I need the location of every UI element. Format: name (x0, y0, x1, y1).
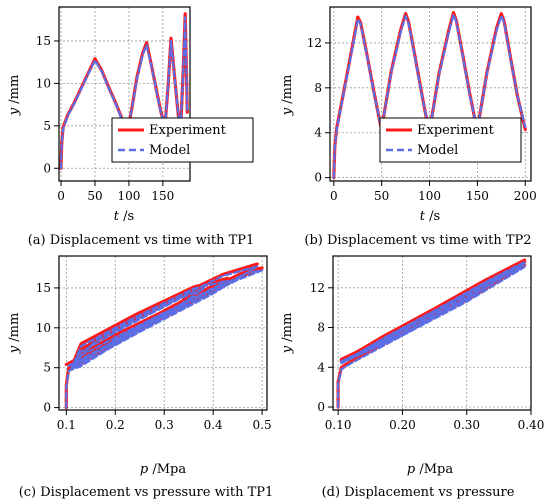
series-c (64, 262, 264, 410)
xtick-label-b: 100 (418, 189, 441, 203)
legend-label-model-a: Model (149, 143, 190, 158)
ticks-d: 0.10 0.20 0.30 0.40 0 4 8 12 (310, 281, 545, 432)
caption-d: (d) Displacement vs pressure (322, 485, 515, 500)
legend-b: Experiment Model (379, 117, 522, 163)
ticks-a: 0 50 100 150 0 5 10 15 (36, 34, 175, 203)
ytick-label-b: 12 (307, 36, 322, 50)
ytick-label-c: 15 (36, 281, 51, 295)
xtick-label-a: 50 (87, 189, 102, 203)
ytick-label-a: 10 (36, 76, 51, 90)
xtick-label-b: 0 (330, 189, 338, 203)
series-line-model-b (332, 13, 527, 179)
ytick-label-c: 0 (43, 401, 51, 415)
ytick-label-b: 0 (314, 171, 322, 185)
panel-c: 0.1 0.2 0.3 0.4 0.5 0 5 10 15 y /mm p /Mpa (c) D… (7, 255, 274, 500)
frame-a (58, 6, 191, 182)
legend-box-a (111, 117, 254, 163)
xtick-label-d: 0.30 (453, 418, 480, 432)
xtick-label-d: 0.10 (325, 418, 352, 432)
xtick-label-a: 0 (57, 189, 65, 203)
ytick-label-d: 8 (317, 321, 325, 335)
ytick-label-a: 0 (43, 161, 51, 175)
ytick-label-b: 8 (314, 81, 322, 95)
ytick-label-d: 4 (317, 360, 325, 374)
frame-b (329, 6, 532, 182)
xtick-label-c: 0.2 (106, 418, 125, 432)
ytick-label-d: 12 (310, 281, 325, 295)
series-line-model-d (337, 260, 526, 409)
ytick-label-c: 5 (43, 361, 51, 375)
panel-d: 0.10 0.20 0.30 0.40 0 4 8 12 y /mm p /Mpa (d) D… (280, 255, 545, 500)
xlabel-d: p /Mpa (407, 462, 453, 477)
ticks-c: 0.1 0.2 0.3 0.4 0.5 0 5 10 15 (36, 281, 272, 432)
frame-d (332, 255, 532, 411)
ytick-label-b: 4 (314, 126, 322, 140)
series-line-model-a (59, 16, 189, 170)
xtick-label-c: 0.5 (253, 418, 272, 432)
ylabel-a: y /mm (7, 75, 22, 117)
ytick-label-a: 5 (43, 119, 51, 133)
xtick-label-d: 0.40 (518, 418, 545, 432)
legend-label-experiment-a: Experiment (149, 123, 227, 138)
xtick-label-b: 50 (374, 189, 389, 203)
ytick-label-d: 0 (317, 400, 325, 414)
panel-a: 0 50 100 150 0 5 10 15 Experiment Model y /mm t… (7, 6, 255, 248)
legend-a: Experiment Model (111, 117, 254, 163)
xlabel-a: t /s (114, 209, 134, 224)
caption-b: (b) Displacement vs time with TP2 (304, 233, 531, 248)
caption-c: (c) Displacement vs pressure with TP1 (19, 485, 274, 500)
series-line-model-c (65, 265, 264, 409)
xtick-label-b: 200 (514, 189, 537, 203)
xtick-label-c: 0.3 (155, 418, 174, 432)
series-a (59, 12, 189, 170)
caption-a: (a) Displacement vs time with TP1 (28, 233, 255, 248)
panel-b: 0 50 100 150 200 0 4 8 12 Experiment Model y /mm… (280, 6, 537, 248)
ticks-b: 0 50 100 150 200 0 4 8 12 (307, 36, 537, 203)
legend-label-model-b: Model (417, 143, 458, 158)
ylabel-b: y /mm (280, 75, 295, 117)
frame-c (58, 255, 268, 411)
legend-box-b (379, 117, 522, 163)
xlabel-c: p /Mpa (140, 462, 186, 477)
xtick-label-c: 0.1 (57, 418, 76, 432)
ytick-label-a: 15 (36, 34, 51, 48)
series-d (336, 258, 527, 409)
xtick-label-d: 0.20 (389, 418, 416, 432)
xlabel-b: t /s (420, 209, 440, 224)
xtick-label-a: 150 (151, 189, 174, 203)
xtick-label-c: 0.4 (204, 418, 223, 432)
legend-label-experiment-b: Experiment (417, 123, 495, 138)
xtick-label-a: 100 (117, 189, 140, 203)
xtick-label-b: 150 (466, 189, 489, 203)
ylabel-d: y /mm (280, 313, 295, 355)
series-b (332, 11, 527, 180)
ylabel-c: y /mm (7, 313, 22, 355)
ytick-label-c: 10 (36, 321, 51, 335)
